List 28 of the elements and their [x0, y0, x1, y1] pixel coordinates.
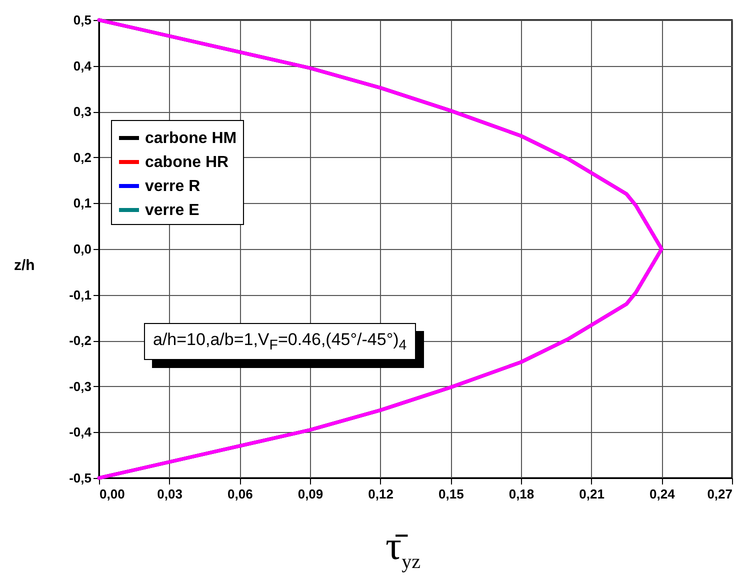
x-axis-title: τ̄$_{yz}$: [386, 522, 420, 574]
legend-label: cabone HR: [145, 154, 230, 171]
legend-label: carbone HM: [145, 130, 237, 147]
x-tick-label: 0,27: [707, 486, 732, 502]
y-tick-label: -0,4: [69, 424, 92, 440]
y-tick-label: 0,5: [73, 12, 92, 28]
legend-label: verre E: [145, 202, 200, 219]
x-tick-label: 0,03: [157, 486, 182, 502]
y-tick-label: -0,5: [69, 470, 92, 486]
x-tick-label: 0,12: [368, 486, 394, 502]
legend-label: verre R: [145, 178, 201, 195]
y-tick-label: -0,3: [69, 378, 92, 394]
x-tick-label: 0,09: [298, 486, 324, 502]
y-tick-label: 0,1: [73, 196, 92, 211]
x-tick-label: 0,21: [579, 486, 604, 502]
y-tick-label: 0,4: [73, 58, 92, 74]
x-tick-label: 0,06: [228, 486, 253, 502]
x-tick-label: 0,18: [508, 486, 534, 502]
y-axis-title: z/h: [14, 257, 35, 274]
y-tick-label: -0,2: [69, 333, 92, 348]
y-tick-label: -0,1: [69, 287, 92, 302]
annotation: a/h=10,a/b=1,V$_{F}$=0.46,(45°/-45°)$_{4}$: [144, 323, 416, 360]
x-tick-label: 0,24: [650, 486, 676, 502]
x-tick-label: 0,15: [438, 486, 464, 502]
y-tick-label: 0,3: [73, 104, 92, 120]
y-tick-label: 0,0: [73, 242, 92, 256]
y-tick-label: 0,2: [73, 150, 92, 165]
x-tick-label: 0,00: [100, 486, 125, 502]
